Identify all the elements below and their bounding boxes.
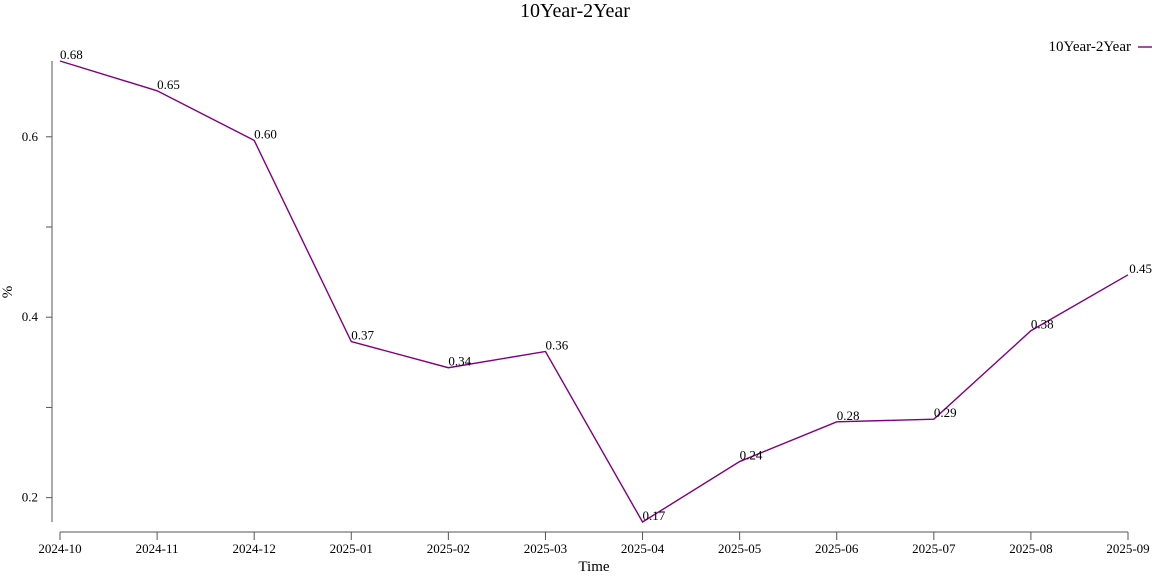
chart-title: 10Year-2Year xyxy=(520,0,630,22)
data-label: 0.45 xyxy=(1129,261,1152,276)
x-axis: 2024-10 2024-11 2024-12 2025-01 2025-02 2025-… xyxy=(38,531,1150,556)
series-group: 0.68 0.65 0.60 0.37 0.34 0.36 0.17 0.24 0.28 0.29… xyxy=(59,47,1152,523)
x-tick-label: 2025-02 xyxy=(427,541,470,556)
y-axis: 0.2 0.4 0.6 xyxy=(22,61,53,522)
data-label: 0.60 xyxy=(254,126,277,141)
y-tick-label: 0.2 xyxy=(22,490,38,505)
x-tick-label: 2025-03 xyxy=(524,541,567,556)
x-tick-label: 2025-08 xyxy=(1009,541,1052,556)
x-tick-label: 2024-11 xyxy=(136,541,179,556)
data-label: 0.24 xyxy=(740,448,763,463)
data-label: 0.17 xyxy=(643,508,666,523)
x-tick-label: 2025-07 xyxy=(912,541,956,556)
x-tick-label: 2025-06 xyxy=(815,541,859,556)
x-tick-label: 2025-01 xyxy=(330,541,373,556)
data-label: 0.29 xyxy=(934,405,957,420)
data-label: 0.68 xyxy=(60,47,83,62)
x-tick-label: 2024-12 xyxy=(233,541,276,556)
y-axis-label: % xyxy=(0,286,16,299)
legend-label: 10Year-2Year xyxy=(1049,39,1131,55)
data-label: 0.38 xyxy=(1031,317,1054,332)
y-tick-label: 0.6 xyxy=(22,129,39,144)
data-label: 0.65 xyxy=(157,77,180,92)
data-label: 0.37 xyxy=(351,328,374,343)
x-tick-label: 2025-09 xyxy=(1106,541,1149,556)
x-tick-label: 2024-10 xyxy=(38,541,81,556)
data-label: 0.34 xyxy=(448,354,471,369)
series-line xyxy=(59,60,1129,523)
data-label: 0.28 xyxy=(837,408,860,423)
x-tick-label: 2025-04 xyxy=(621,541,665,556)
legend: 10Year-2Year xyxy=(1049,39,1152,55)
x-axis-label: Time xyxy=(578,559,609,575)
y-tick-label: 0.4 xyxy=(22,309,39,324)
x-tick-label: 2025-05 xyxy=(718,541,761,556)
data-label: 0.36 xyxy=(545,337,568,352)
